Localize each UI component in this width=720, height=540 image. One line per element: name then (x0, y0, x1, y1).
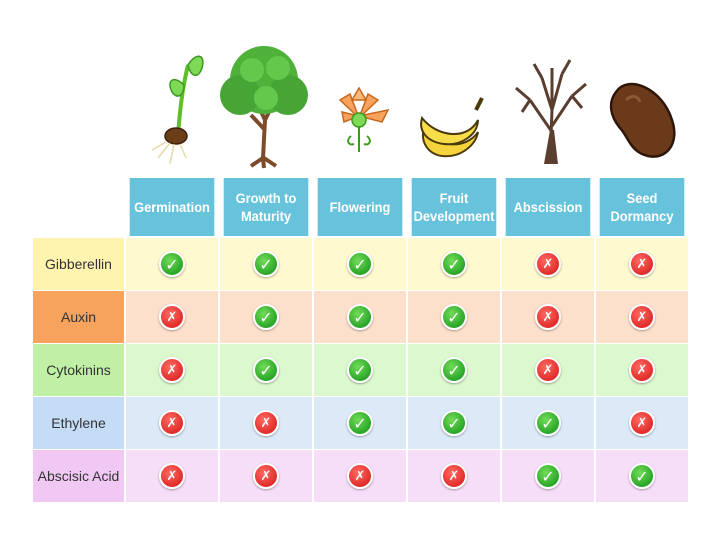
cross-icon: ✗ (629, 251, 655, 277)
column-header: Abscission (505, 178, 591, 236)
table-cell: ✓ (126, 238, 218, 290)
check-icon: ✓ (535, 463, 561, 489)
table-cell: ✗ (596, 397, 688, 449)
table-cell: ✓ (408, 291, 500, 343)
cross-icon: ✗ (535, 304, 561, 330)
table-cell: ✗ (314, 450, 406, 502)
table-cell: ✓ (314, 397, 406, 449)
column-header: Seed Dormancy (599, 178, 685, 236)
table-cell: ✓ (408, 344, 500, 396)
bare-tree-icon (515, 59, 587, 165)
table-cell: ✗ (126, 450, 218, 502)
cross-icon: ✗ (629, 304, 655, 330)
table-cell: ✓ (408, 397, 500, 449)
column-header: Growth to Maturity (223, 178, 309, 236)
table-cell: ✗ (502, 291, 594, 343)
check-icon: ✓ (441, 251, 467, 277)
table-cell: ✗ (408, 450, 500, 502)
tree-icon (220, 46, 308, 169)
table-cell: ✗ (126, 397, 218, 449)
table-cell: ✗ (502, 238, 594, 290)
check-icon: ✓ (535, 410, 561, 436)
table-cell: ✓ (220, 238, 312, 290)
check-icon: ✓ (441, 410, 467, 436)
table-cell: ✗ (596, 291, 688, 343)
cross-icon: ✗ (159, 357, 185, 383)
row-label: Gibberellin (33, 238, 124, 290)
table-cell: ✗ (220, 450, 312, 502)
flower-icon (338, 86, 390, 152)
table-cell: ✗ (126, 344, 218, 396)
table-cell: ✗ (502, 344, 594, 396)
table-cell: ✓ (596, 450, 688, 502)
column-header: Fruit Development (411, 178, 497, 236)
table-cell: ✗ (126, 291, 218, 343)
row-label: Cytokinins (33, 344, 124, 396)
cross-icon: ✗ (347, 463, 373, 489)
table-cell: ✓ (502, 450, 594, 502)
check-icon: ✓ (347, 251, 373, 277)
cross-icon: ✗ (535, 251, 561, 277)
table-cell: ✓ (502, 397, 594, 449)
check-icon: ✓ (347, 357, 373, 383)
cross-icon: ✗ (441, 463, 467, 489)
check-icon: ✓ (347, 410, 373, 436)
column-header: Flowering (317, 178, 403, 236)
check-icon: ✓ (253, 357, 279, 383)
table-cell: ✓ (314, 344, 406, 396)
stage-illustrations (126, 40, 690, 174)
row-label: Ethylene (33, 397, 124, 449)
check-icon: ✓ (159, 251, 185, 277)
row-label: Auxin (33, 291, 124, 343)
cross-icon: ✗ (159, 304, 185, 330)
seedling-icon (151, 55, 204, 165)
seed-icon (609, 82, 676, 158)
cross-icon: ✗ (629, 410, 655, 436)
cross-icon: ✗ (253, 463, 279, 489)
table-cell: ✓ (314, 238, 406, 290)
cross-icon: ✗ (629, 357, 655, 383)
table-cell: ✗ (220, 397, 312, 449)
table-cell: ✗ (596, 238, 688, 290)
table-cell: ✗ (596, 344, 688, 396)
banana-icon (420, 97, 484, 158)
cross-icon: ✗ (535, 357, 561, 383)
cross-icon: ✗ (253, 410, 279, 436)
check-icon: ✓ (441, 304, 467, 330)
table-cell: ✓ (220, 291, 312, 343)
check-icon: ✓ (347, 304, 373, 330)
cross-icon: ✗ (159, 410, 185, 436)
check-icon: ✓ (253, 304, 279, 330)
table-cell: ✓ (408, 238, 500, 290)
cross-icon: ✗ (159, 463, 185, 489)
row-label: Abscisic Acid (33, 450, 124, 502)
check-icon: ✓ (629, 463, 655, 489)
check-icon: ✓ (441, 357, 467, 383)
table-cell: ✓ (220, 344, 312, 396)
check-icon: ✓ (253, 251, 279, 277)
table-cell: ✓ (314, 291, 406, 343)
column-header: Germination (129, 178, 215, 236)
